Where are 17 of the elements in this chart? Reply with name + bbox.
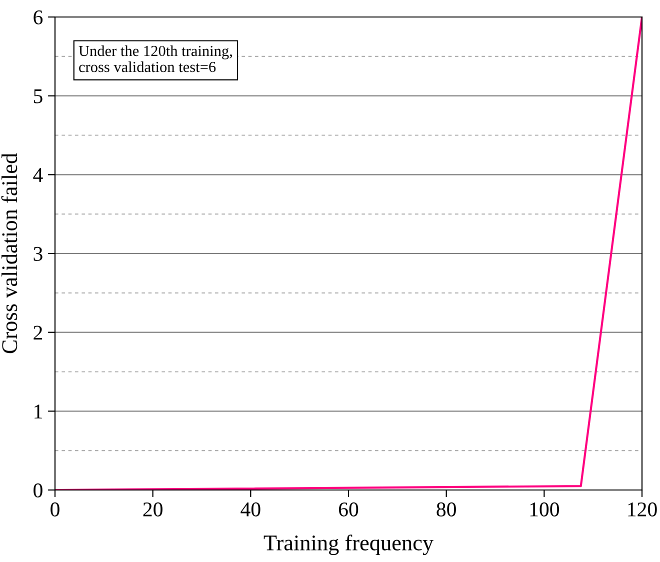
x-axis-title: Training frequency xyxy=(264,534,434,556)
x-tick-label: 40 xyxy=(240,502,260,516)
annotation: Under the 120th training, cross validation test=6 xyxy=(78,45,232,72)
y-tick-label: 1 xyxy=(34,404,42,418)
x-tick-label: 20 xyxy=(143,502,162,516)
x-tick-label: 100 xyxy=(530,502,559,516)
x-tick-label: 120 xyxy=(628,502,657,516)
y-tick-label: 3 xyxy=(34,246,42,261)
x-tick-label: 60 xyxy=(338,502,358,516)
x-tick-label: 80 xyxy=(436,502,456,516)
y-tick-label: 2 xyxy=(34,326,42,340)
y-tick-label: 4 xyxy=(33,168,43,182)
y-axis-title: Cross validation failed xyxy=(1,153,18,354)
y-tick-label: 5 xyxy=(34,89,42,104)
x-tick-label: 0 xyxy=(50,502,60,516)
y-tick-label: 0 xyxy=(34,483,42,498)
y-tick-label: 6 xyxy=(34,10,43,24)
